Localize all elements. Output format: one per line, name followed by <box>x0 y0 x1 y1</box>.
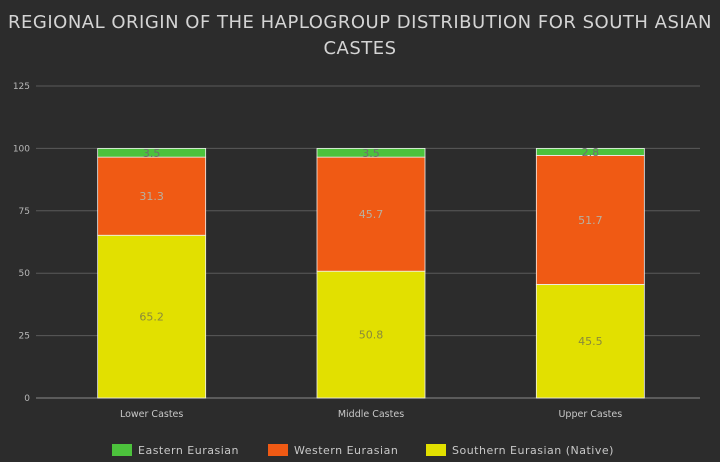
bar-value-label: 65.2 <box>139 311 164 324</box>
bar-segment <box>535 154 645 285</box>
legend-item: Eastern Eurasian <box>112 444 239 457</box>
chart-title-line: CASTES <box>323 38 396 59</box>
legend-label: Western Eurasian <box>294 444 398 457</box>
legend-item: Southern Eurasian (Native) <box>426 444 614 457</box>
y-tick-label: 0 <box>24 394 30 404</box>
bar-value-label: 50.8 <box>359 329 384 342</box>
bar-value-label: 45.7 <box>359 208 384 221</box>
y-tick-label: 25 <box>19 332 30 342</box>
x-tick-label: Lower Castes <box>120 409 183 420</box>
legend-label: Eastern Eurasian <box>138 444 239 457</box>
chart-title: REGIONAL ORIGIN OF THE HAPLOGROUP DISTRI… <box>8 12 712 59</box>
bar-value-label: 3.5 <box>143 147 161 160</box>
legend-label: Southern Eurasian (Native) <box>452 444 614 457</box>
bar-segment <box>97 234 207 399</box>
chart-title-line: REGIONAL ORIGIN OF THE HAPLOGROUP DISTRI… <box>8 12 712 33</box>
x-tick-label: Middle Castes <box>338 409 404 420</box>
legend: Eastern Eurasian Western Eurasian Southern… <box>112 444 614 457</box>
bar-segment <box>316 270 426 399</box>
y-tick-label: 100 <box>13 144 30 154</box>
x-tick-label: Upper Castes <box>558 409 622 420</box>
x-axis: Lower Castes Middle Castes Upper Castes <box>120 409 622 420</box>
bar-value-label: 2.8 <box>582 146 600 159</box>
bar-segment <box>316 147 426 158</box>
bar-segment <box>97 156 207 236</box>
bars: 65.2 31.3 3.5 50.8 45.7 3.5 45.5 51.7 2.8 <box>97 146 645 399</box>
bar-value-label: 51.7 <box>578 214 603 227</box>
bar-segment <box>535 147 645 156</box>
bar-segment <box>97 147 207 158</box>
legend-item: Western Eurasian <box>268 444 398 457</box>
y-axis: 0 25 50 75 100 125 <box>13 82 30 404</box>
y-tick-label: 75 <box>19 207 30 217</box>
legend-swatch <box>112 444 132 456</box>
bar-value-label: 45.5 <box>578 335 603 348</box>
y-tick-label: 125 <box>13 82 30 92</box>
bar-value-label: 31.3 <box>139 190 164 203</box>
bar-value-label: 3.5 <box>362 147 380 160</box>
y-tick-label: 50 <box>19 269 31 279</box>
legend-swatch <box>268 444 288 456</box>
legend-swatch <box>426 444 446 456</box>
